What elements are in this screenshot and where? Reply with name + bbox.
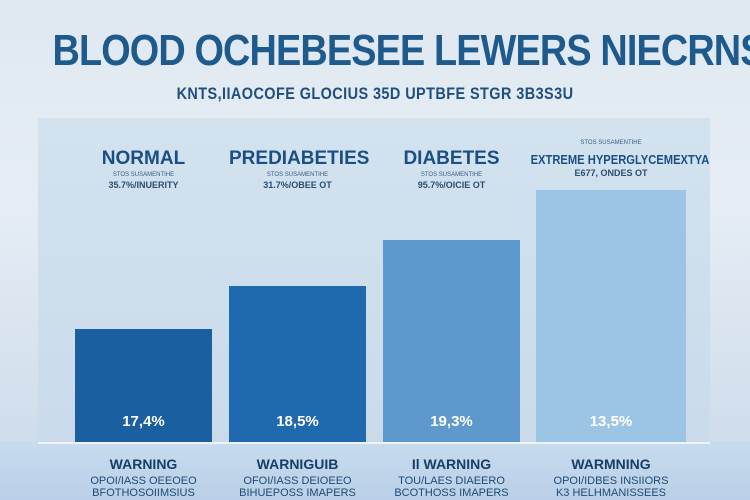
bar-3 <box>536 190 686 442</box>
category-sublabel: 31.7%/OBEE OT <box>263 180 332 190</box>
chart-baseline <box>38 442 710 444</box>
warning-subline: OPOI/IDBES INSIIORS <box>553 475 669 487</box>
bar-1 <box>229 286 366 442</box>
category-label: EXTREME HYPERGLYCEMEXTYA <box>530 152 710 167</box>
bar-data-label: 18,5% <box>276 413 319 430</box>
category-sublabel: 35.7%/INUERITY <box>108 180 179 190</box>
category-label: NORMAL <box>101 148 186 169</box>
bar-data-label: 19,3% <box>430 413 473 430</box>
chart-title: BLOOD OCHEBESEE LEWERS NIECRNS <box>52 26 750 75</box>
warning-label: Il WARNING <box>411 456 492 472</box>
warning-subline: BCOTHOSS IMAPERS <box>394 487 509 499</box>
warning-subline: OFOI/IASS DEIOEEO <box>243 475 352 487</box>
warning-subline: BFOTHOSOIIMSIUS <box>92 487 195 499</box>
warning-label: WARNIGUIB <box>256 456 339 472</box>
warning-subline: BIHUEPOSS IMAPERS <box>239 487 356 499</box>
category-tiny-label: STOS SUSAMENTIHE <box>420 172 483 178</box>
warning-label: WARNING <box>109 456 178 472</box>
category-tiny-label: STOS SUSAMENTIHE <box>112 172 175 178</box>
warning-subline: OPOI/IASS OEEOEO <box>90 475 197 487</box>
category-tiny-label: STOS SUSAMENTIHE <box>580 140 642 146</box>
category-label: DIABETES <box>403 148 500 169</box>
category-tiny-label: STOS SUSAMENTIHE <box>266 172 329 178</box>
category-label: PREDIABETIES <box>229 148 370 169</box>
warning-subline: TOU/LAES DIAEERO <box>398 475 505 487</box>
bar-0 <box>75 329 212 442</box>
bar-2 <box>383 240 520 442</box>
chart-subtitle: KNTS,IIAOCOFE GLOCIUS 35D UPTBFE STGR 3B… <box>176 84 574 103</box>
bar-data-label: 17,4% <box>122 413 165 430</box>
warning-subline: K3 HELHMANISSEES <box>555 487 667 499</box>
warning-label: WARMNING <box>571 456 651 472</box>
category-sublabel: 95.7%/OICIE OT <box>417 180 486 190</box>
category-sublabel: E677, ONDES OT <box>574 168 648 178</box>
bar-data-label: 13,5% <box>589 413 633 430</box>
warning-band <box>0 442 750 500</box>
